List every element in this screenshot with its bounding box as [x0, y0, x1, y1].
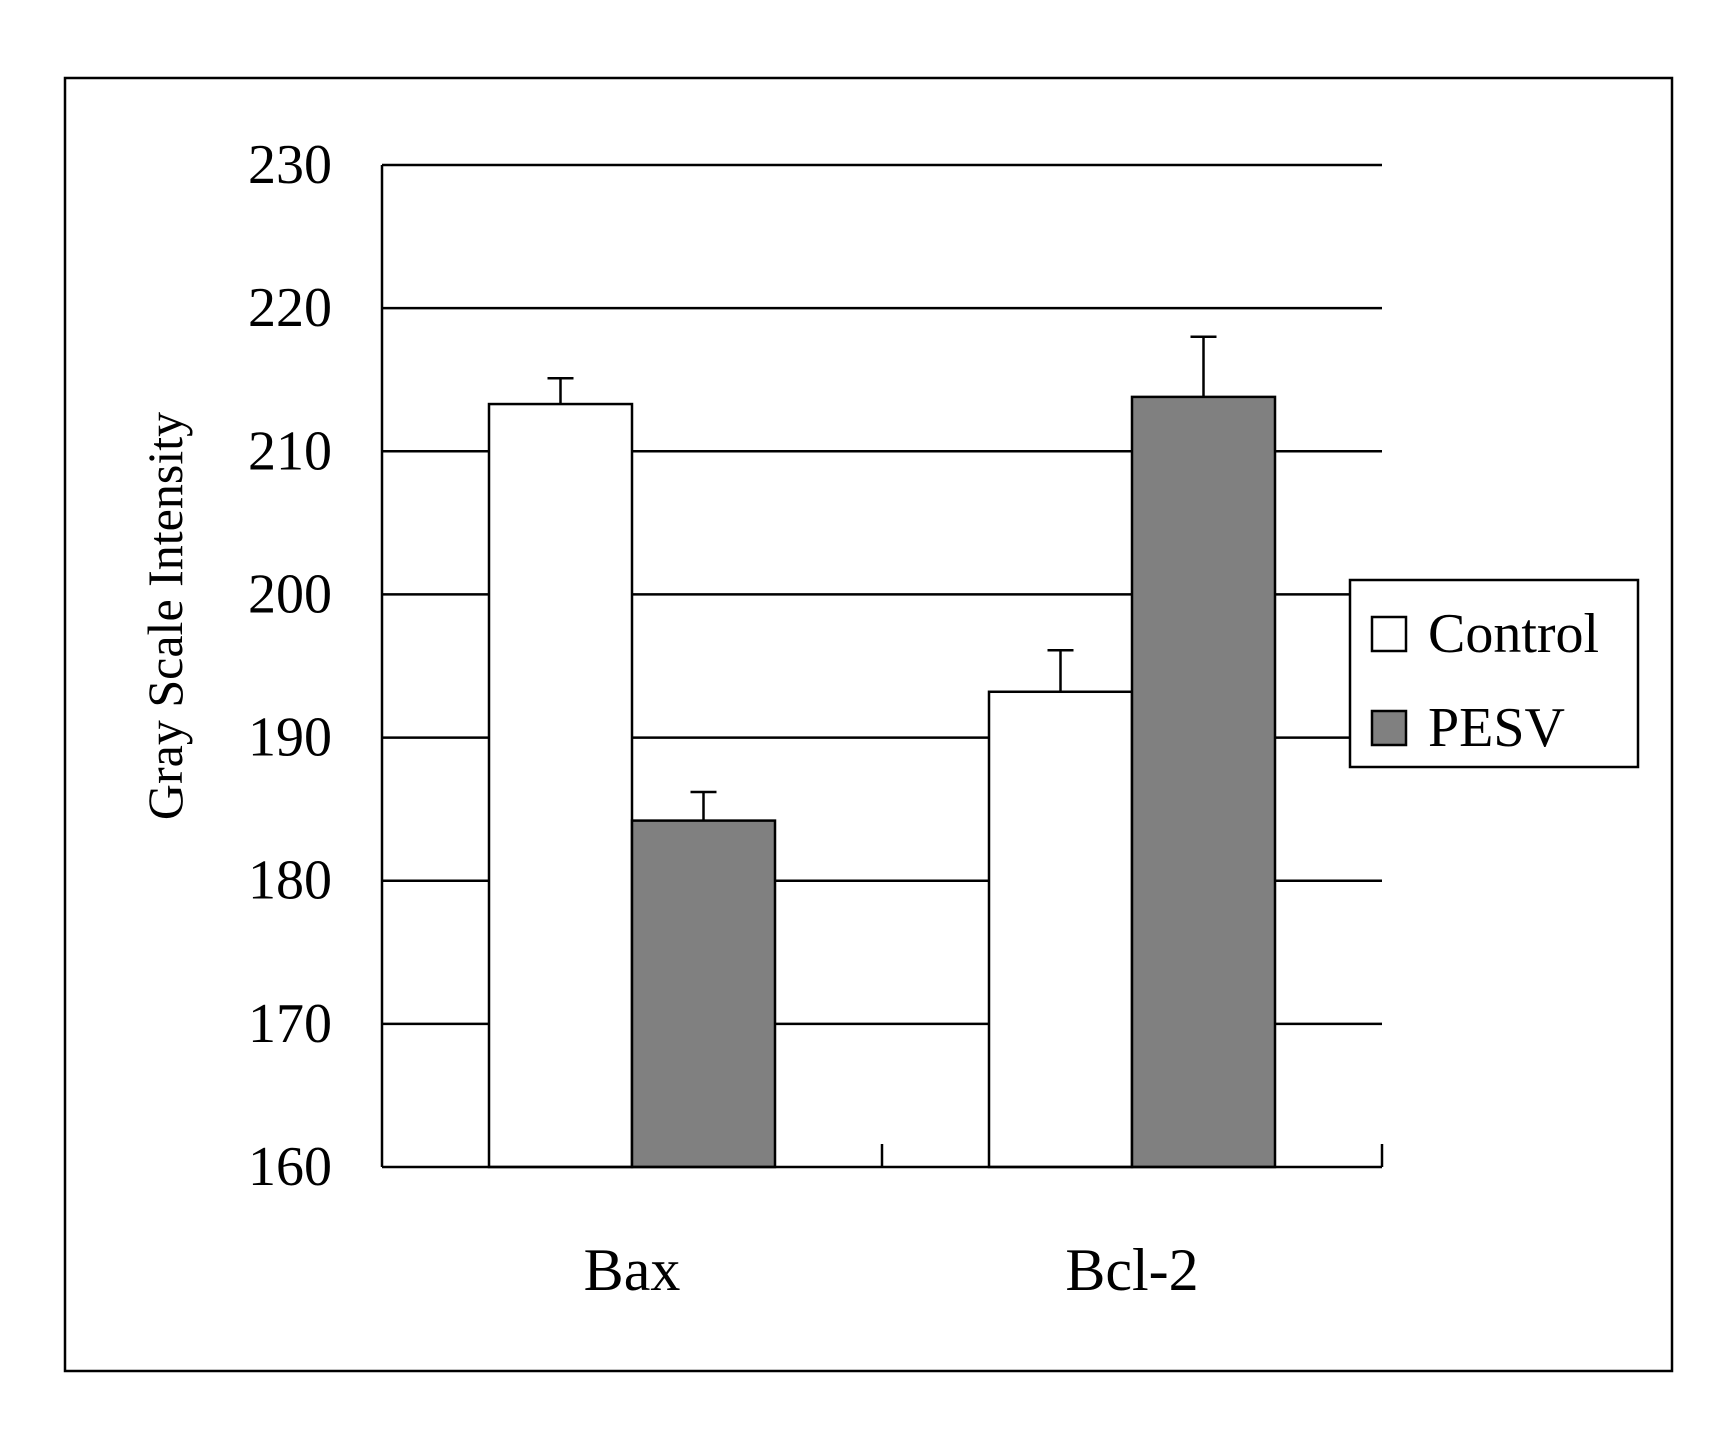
bars	[487, 335, 1277, 1169]
bar-pesv-bcl-2	[1130, 395, 1277, 1169]
legend-swatch-pesv	[1370, 709, 1408, 747]
legend-label-control: Control	[1428, 603, 1599, 665]
bar-control-bax	[487, 402, 634, 1169]
labels: 160 170 180 190 200 210 220 230 Bax Bcl-2	[248, 134, 1199, 1303]
axes	[380, 165, 1384, 1169]
x-category-label-bcl-2: Bcl-2	[1065, 1237, 1198, 1303]
y-tick-label-160: 160	[248, 1136, 332, 1198]
y-tick-label-230: 230	[248, 134, 332, 196]
y-tick-label-210: 210	[248, 420, 332, 482]
y-tick-label-190: 190	[248, 707, 332, 769]
legend-label-pesv: PESV	[1428, 697, 1565, 759]
legend-swatch-control	[1370, 615, 1408, 653]
y-tick-label-170: 170	[248, 993, 332, 1055]
y-tick-label-220: 220	[248, 277, 332, 339]
x-category-label-bax: Bax	[584, 1237, 681, 1303]
y-tick-label-200: 200	[248, 563, 332, 625]
legend: Control PESV	[1348, 578, 1640, 769]
y-axis-title: Gray Scale Intensity	[137, 412, 193, 820]
y-tick-label-180: 180	[248, 850, 332, 912]
bar-control-bcl-2	[987, 690, 1134, 1169]
bar-pesv-bax	[630, 819, 777, 1169]
